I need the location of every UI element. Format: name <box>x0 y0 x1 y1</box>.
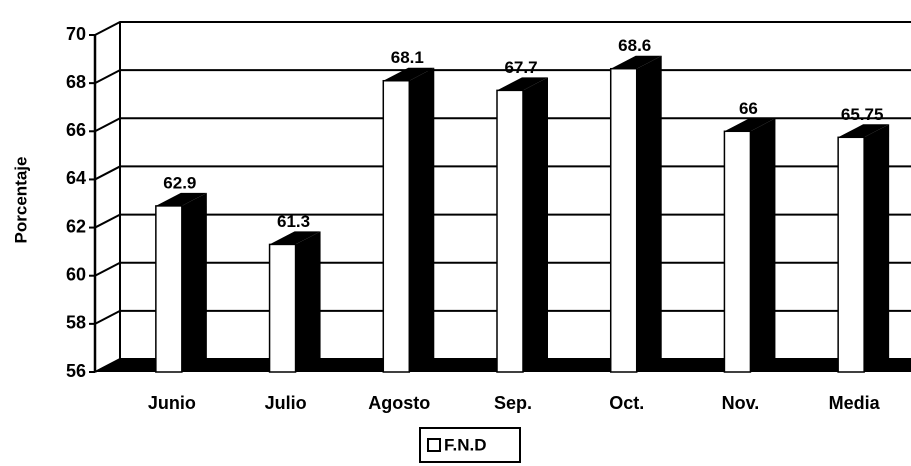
bar-front <box>155 205 183 373</box>
legend-swatch <box>427 438 441 452</box>
bar-side <box>750 118 776 373</box>
bar <box>496 77 548 373</box>
bar-front <box>723 130 752 373</box>
x-tick-label: Junio <box>148 393 196 413</box>
y-tick-label: 58 <box>66 313 86 333</box>
bar-side <box>864 124 890 372</box>
bar-front <box>609 67 638 373</box>
y-tick-label: 60 <box>66 264 86 284</box>
value-label: 65.75 <box>841 105 884 124</box>
bar-side <box>295 231 321 372</box>
bar-top <box>155 192 207 206</box>
grid-line <box>94 21 911 36</box>
bar <box>268 231 321 373</box>
y-tick-label: 66 <box>66 120 86 140</box>
grid-line <box>94 69 911 85</box>
y-tick-label: 62 <box>66 216 86 236</box>
value-label: 61.3 <box>277 212 310 231</box>
value-label: 67.7 <box>504 58 537 77</box>
bar-top <box>838 124 890 138</box>
bar <box>609 55 662 373</box>
bar-top <box>724 118 776 132</box>
y-tick-label: 68 <box>66 72 86 92</box>
bar-front <box>268 243 297 373</box>
x-tick-label: Oct. <box>609 393 644 413</box>
y-tick-label: 64 <box>66 168 86 188</box>
x-tick-label: Media <box>829 393 881 413</box>
bar-front <box>837 136 865 373</box>
value-label: 68.1 <box>391 48 424 67</box>
bar-side <box>636 55 662 372</box>
value-label: 66 <box>739 99 758 118</box>
bar-top <box>383 67 435 81</box>
bar-side <box>523 77 548 372</box>
x-tick-label: Julio <box>265 393 307 413</box>
legend-box <box>419 427 521 463</box>
bar-front <box>382 79 411 373</box>
bar <box>837 124 890 373</box>
y-tick-label: 56 <box>66 361 86 381</box>
bar-side <box>181 192 207 372</box>
bar <box>723 118 776 373</box>
x-tick-label: Sep. <box>494 393 532 413</box>
x-tick-label: Agosto <box>368 393 430 413</box>
bar-front <box>496 89 524 373</box>
legend-label: F.N.D <box>444 435 487 454</box>
value-label: 62.9 <box>163 173 196 192</box>
y-tick-label: 70 <box>66 24 86 44</box>
bar-top <box>497 77 548 91</box>
y-axis-label: Porcentaje <box>11 157 30 244</box>
bar-top <box>269 231 321 245</box>
bar <box>382 67 435 373</box>
bar-side <box>409 67 435 372</box>
bar-top <box>610 55 662 69</box>
bar <box>155 192 207 373</box>
x-tick-label: Nov. <box>722 393 760 413</box>
value-label: 68.6 <box>618 36 651 55</box>
